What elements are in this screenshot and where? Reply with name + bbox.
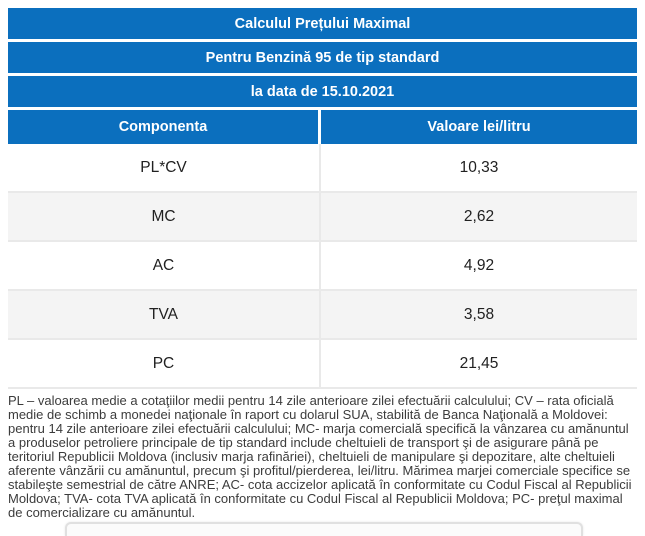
column-header-valoare: Valoare lei/litru xyxy=(321,110,637,144)
table-row: TVA 3,58 xyxy=(8,291,637,340)
max-price-table: Calculul Prețului Maximal Pentru Benzină… xyxy=(8,8,637,389)
table-subtitle-product: Pentru Benzină 95 de tip standard xyxy=(8,42,637,76)
component-cell: AC xyxy=(8,242,321,291)
value-cell: 10,33 xyxy=(321,144,637,193)
subtitle-product-row: Pentru Benzină 95 de tip standard xyxy=(8,42,637,76)
table-title: Calculul Prețului Maximal xyxy=(8,8,637,42)
subtitle-date-row: la data de 15.10.2021 xyxy=(8,76,637,110)
value-cell: 3,58 xyxy=(321,291,637,340)
value-cell: 2,62 xyxy=(321,193,637,242)
table-row: MC 2,62 xyxy=(8,193,637,242)
footnote-text: PL – valoarea medie a cotaţiilor medii p… xyxy=(8,393,632,520)
table-header: Calculul Prețului Maximal Pentru Benzină… xyxy=(8,8,637,144)
component-cell: MC xyxy=(8,193,321,242)
table-subtitle-date: la data de 15.10.2021 xyxy=(8,76,637,110)
value-cell: 4,92 xyxy=(321,242,637,291)
component-cell: PL*CV xyxy=(8,144,321,193)
table-row: PC 21,45 xyxy=(8,340,637,389)
title-row: Calculul Prețului Maximal xyxy=(8,8,637,42)
column-header-row: Componenta Valoare lei/litru xyxy=(8,110,637,144)
column-header-componenta: Componenta xyxy=(8,110,321,144)
component-cell: TVA xyxy=(8,291,321,340)
table-row: PL*CV 10,33 xyxy=(8,144,637,193)
component-cell: PC xyxy=(8,340,321,389)
value-cell: 21,45 xyxy=(321,340,637,389)
table-row: AC 4,92 xyxy=(8,242,637,291)
bottom-panel-edge xyxy=(65,522,583,536)
table-body: PL*CV 10,33 MC 2,62 AC 4,92 TVA 3,58 PC … xyxy=(8,144,637,389)
